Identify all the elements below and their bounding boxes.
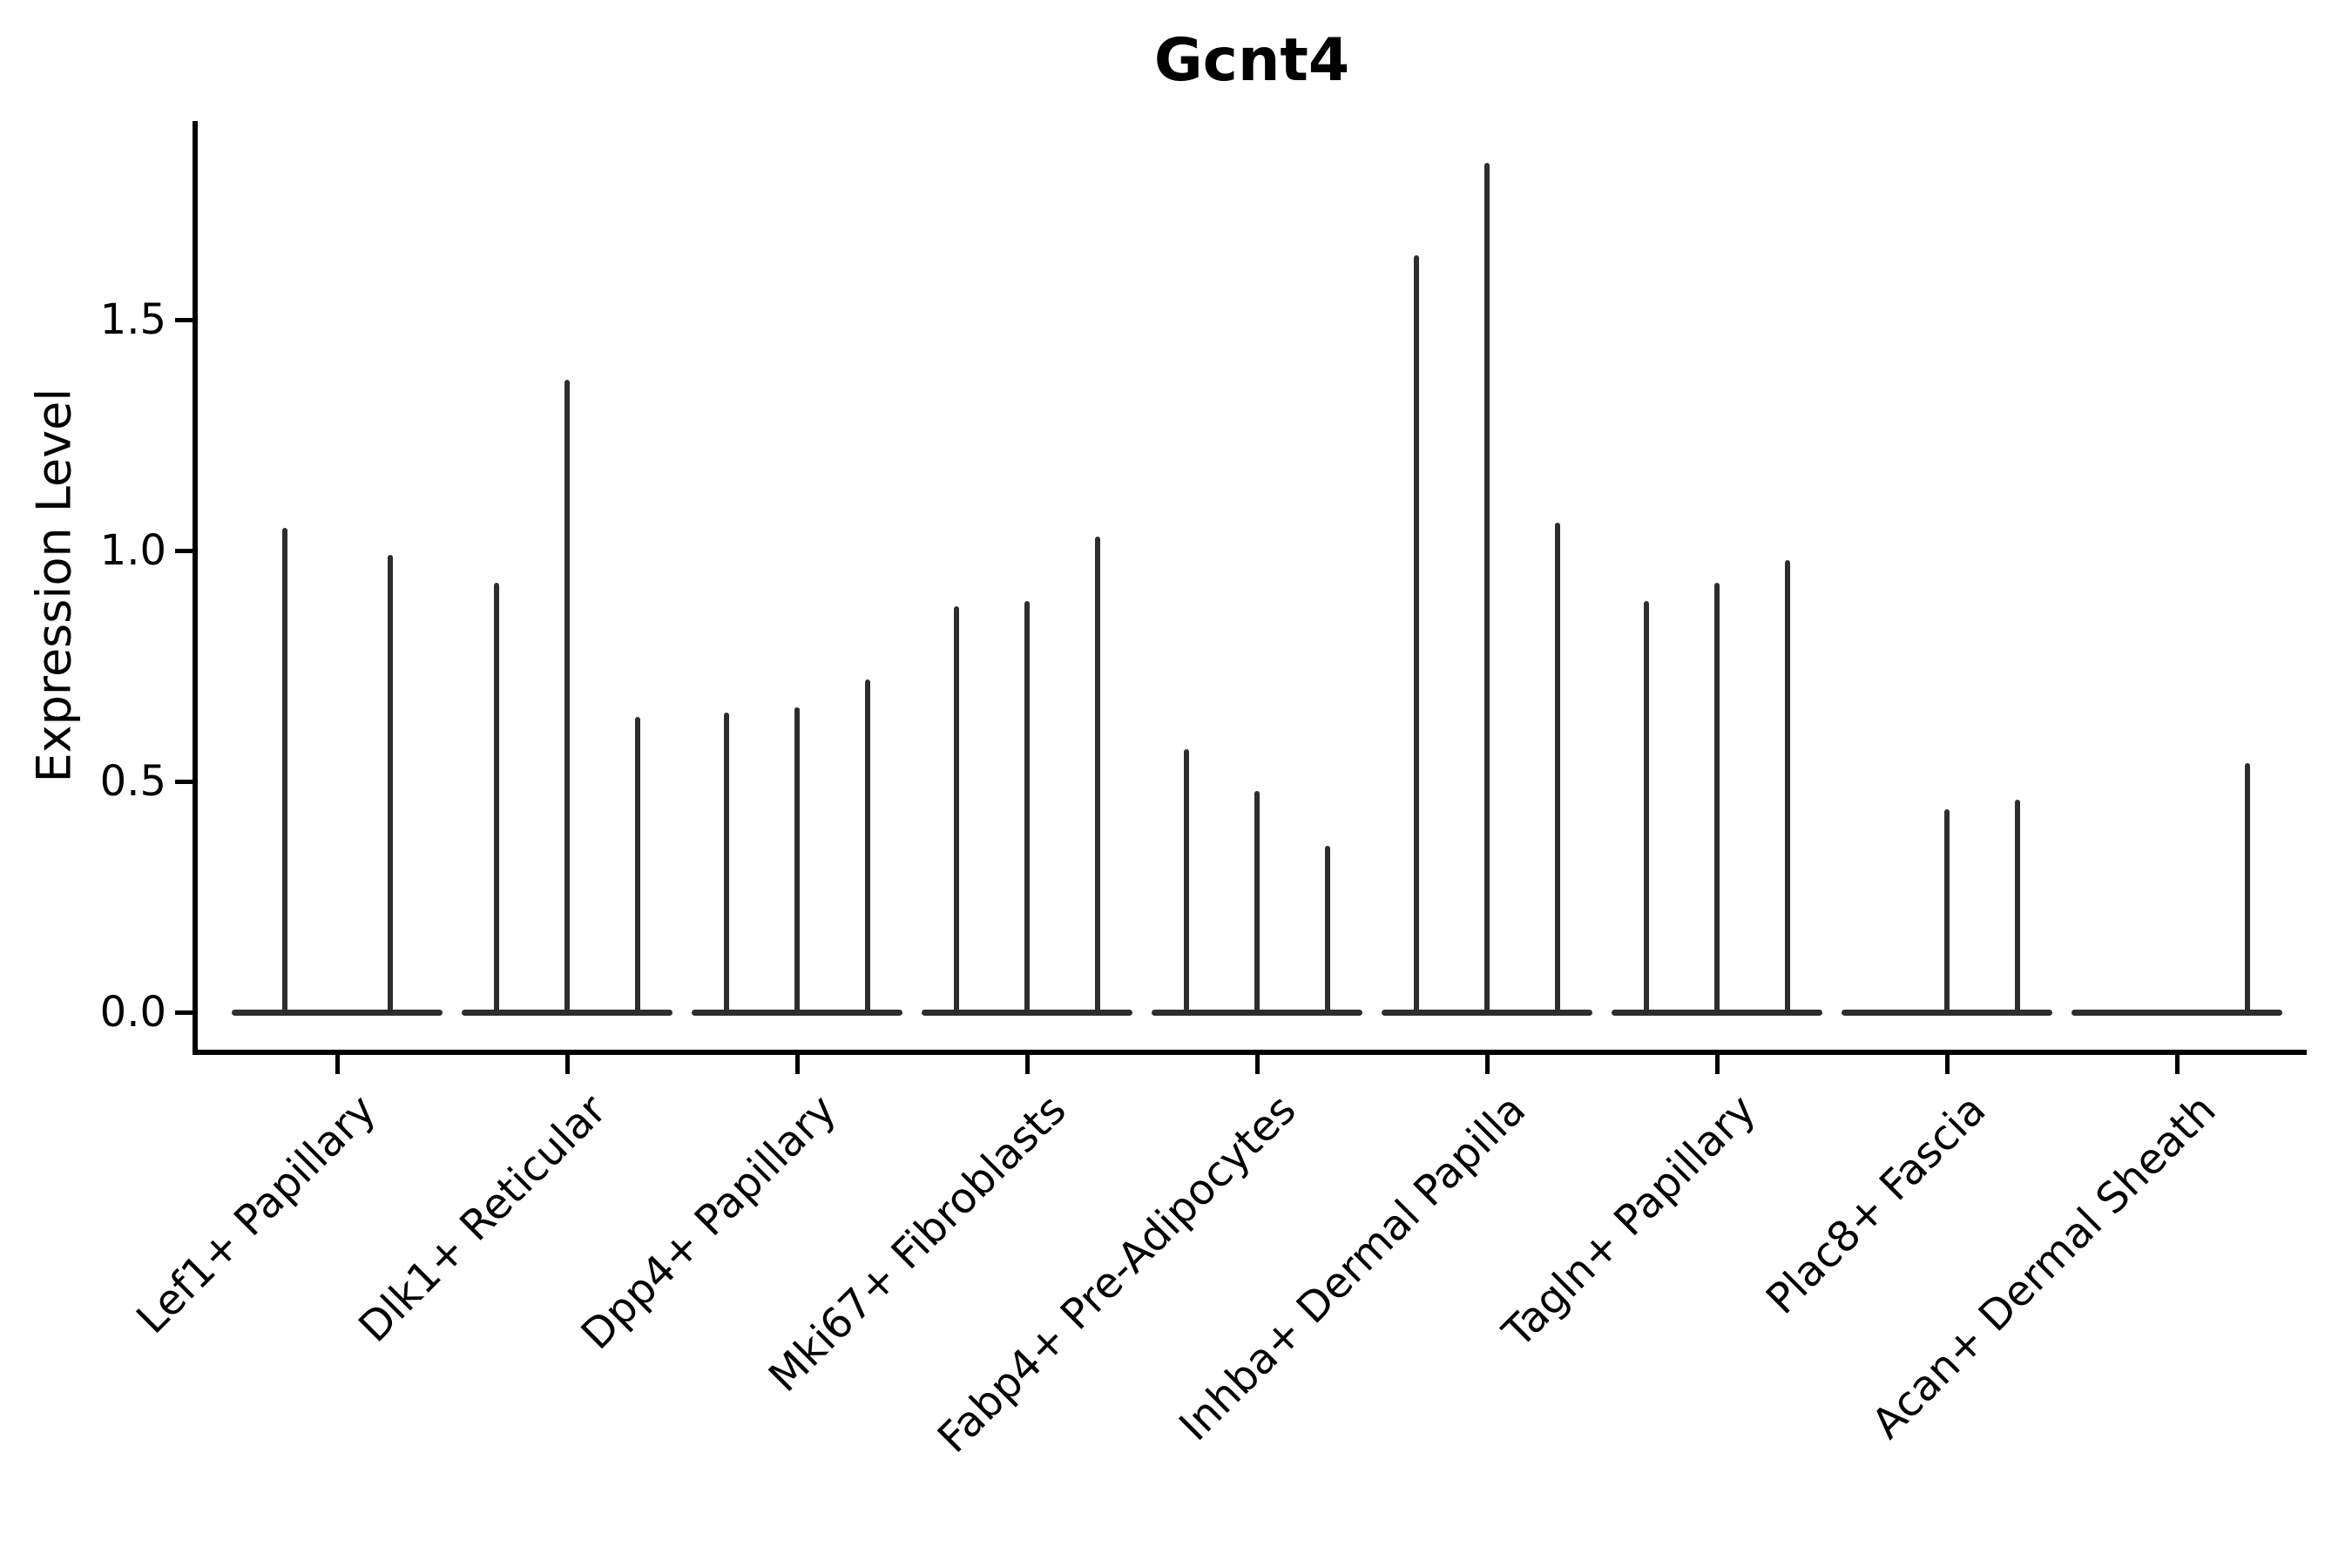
y-axis-label: Expression Level [26, 388, 82, 783]
violin-spike [1254, 790, 1260, 1015]
violin-spike [1324, 846, 1330, 1015]
x-tick [2174, 1055, 2180, 1074]
violin-spike [724, 712, 730, 1015]
y-tick-label: 0.0 [99, 988, 166, 1037]
x-tick [794, 1055, 800, 1074]
violin-spike [864, 679, 870, 1015]
violin-spike [1644, 601, 1650, 1015]
x-tick [1944, 1055, 1950, 1074]
x-axis-spine [193, 1050, 2307, 1055]
x-tick-label: Dlk1+ Reticular [348, 1085, 616, 1352]
x-tick [1254, 1055, 1260, 1074]
x-tick [335, 1055, 340, 1074]
violin-spike [494, 583, 500, 1015]
x-tick [564, 1055, 570, 1074]
violin-spike [634, 716, 640, 1015]
violin-spike [1714, 583, 1720, 1015]
x-tick-label: Dpp4+ Papillary [571, 1085, 846, 1360]
violin-baseline [232, 1009, 443, 1016]
violin-spike [1554, 523, 1560, 1015]
violin-spike [1094, 537, 1100, 1015]
violin-spike [2244, 762, 2250, 1015]
violin-spike [1024, 601, 1030, 1015]
y-axis-spine [193, 121, 198, 1055]
violin-spike [954, 605, 960, 1015]
y-tick-label: 1.5 [99, 295, 166, 344]
y-tick-label: 1.0 [99, 526, 166, 575]
x-tick [1024, 1055, 1030, 1074]
x-tick-label: Lef1+ Papillary [127, 1085, 386, 1343]
violin-spike [1944, 808, 1950, 1015]
violin-spike [2014, 800, 2020, 1015]
violin-spike [564, 379, 570, 1015]
violin-spike [1784, 559, 1790, 1015]
y-tick [175, 1010, 193, 1015]
violin-baseline [2072, 1009, 2282, 1016]
violin-spike [1484, 162, 1490, 1015]
violin-spike [1414, 254, 1420, 1015]
y-tick [175, 548, 193, 553]
y-tick [175, 779, 193, 784]
x-tick-label: Plac8+ Fascia [1757, 1085, 1996, 1324]
violin-spike [387, 555, 393, 1015]
x-tick [1714, 1055, 1720, 1074]
plot-title: Gcnt4 [1153, 26, 1350, 95]
y-tick [175, 317, 193, 322]
violin-spike [1184, 748, 1190, 1015]
violin-spike [794, 707, 800, 1015]
x-tick-label: Tagln+ Papillary [1493, 1085, 1766, 1357]
x-tick [1484, 1055, 1490, 1074]
violin-spike [281, 527, 287, 1015]
y-tick-label: 0.5 [99, 757, 166, 806]
